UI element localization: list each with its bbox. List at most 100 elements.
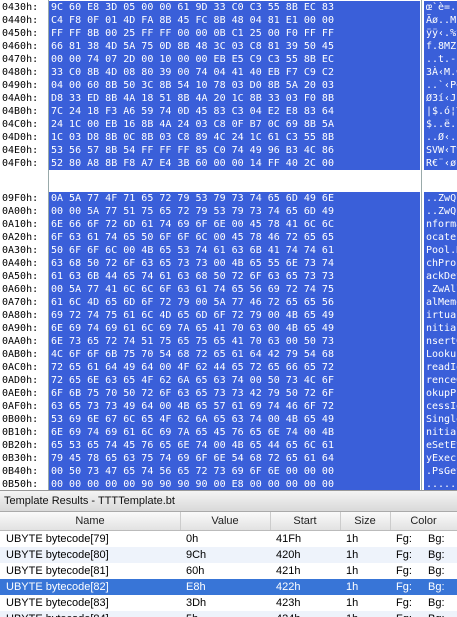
row-ascii[interactable]: ......... è.....: [424, 478, 457, 490]
hex-row[interactable]: 0A40h: 63 68 50 72 6F 63 65 73 73 00 4B 6…: [0, 257, 457, 270]
result-row[interactable]: UBYTE bytecode[82] E8h 422h 1h Fg: Bg:: [0, 579, 457, 595]
hex-row[interactable]: 0430h: 9C 60 E8 3D 05 00 00 61 9D 33 C0 C…: [0, 1, 457, 14]
row-ascii[interactable]: R€¨‹ø§ä;`...ÿ@,.: [424, 157, 457, 170]
col-header-value[interactable]: Value: [180, 512, 271, 530]
row-ascii[interactable]: cessId.KeWaitFor: [424, 400, 457, 413]
result-row[interactable]: UBYTE bytecode[81] 60h 421h 1h Fg: Bg:: [0, 563, 457, 579]
hex-row[interactable]: 0A60h: 00 5A 77 41 6C 6C 6F 63 61 74 65 5…: [0, 283, 457, 296]
row-ascii[interactable]: ..ZwQuerySystemI: [424, 205, 457, 218]
row-ascii[interactable]: nitializeApc.KeI: [424, 322, 457, 335]
row-ascii[interactable]: ÿÿ‹.%ÿÿ...Á%.ðÿÿ: [424, 27, 457, 40]
row-hex-bytes[interactable]: 52 80 A8 8B F8 A7 E4 3B 60 00 00 14 FF 4…: [49, 157, 420, 170]
col-header-size[interactable]: Size: [340, 512, 391, 530]
row-ascii[interactable]: |$.ó¦Yt.EƒÃ.âèƒd: [424, 105, 457, 118]
hex-row[interactable]: 0B10h: 6E 69 74 69 61 6C 69 7A 65 45 76 6…: [0, 426, 457, 439]
row-ascii[interactable]: renceObject.PsLo: [424, 374, 457, 387]
col-header-color[interactable]: Color: [390, 512, 457, 530]
row-hex-bytes[interactable]: 7C 24 18 F3 A6 59 74 0D 45 83 C3 04 E2 E…: [49, 105, 420, 118]
row-ascii[interactable]: .ZwAllocateVirtu: [424, 283, 457, 296]
hex-row[interactable]: 0AA0h: 6E 73 65 72 74 51 75 65 75 65 41 7…: [0, 335, 457, 348]
hex-row[interactable]: 0A50h: 61 63 6B 44 65 74 61 63 68 50 72 6…: [0, 270, 457, 283]
hex-row[interactable]: 0A90h: 6E 69 74 69 61 6C 69 7A 65 41 70 6…: [0, 322, 457, 335]
row-hex-bytes[interactable]: 24 1C 00 EB 16 8B 4A 24 03 C8 0F B7 0C 6…: [49, 118, 420, 131]
hex-row[interactable]: 0A20h: 6F 63 61 74 65 50 6F 6F 6C 00 45 7…: [0, 231, 457, 244]
hex-row[interactable]: 0460h: 66 81 38 4D 5A 75 0D 8B 48 3C 03 C…: [0, 40, 457, 53]
row-hex-bytes[interactable]: C4 F8 0F 01 4D FA 8B 45 FC 8B 48 04 81 E…: [49, 14, 420, 27]
result-row[interactable]: UBYTE bytecode[80] 9Ch 420h 1h Fg: Bg:: [0, 547, 457, 563]
hex-editor-pane[interactable]: 0430h: 9C 60 E8 3D 05 00 00 61 9D 33 C0 C…: [0, 0, 457, 490]
row-hex-bytes[interactable]: 00 00 00 00 00 90 90 90 90 00 E8 00 00 0…: [49, 478, 420, 490]
hex-row[interactable]: 04C0h: 24 1C 00 EB 16 8B 4A 24 03 C8 0F B…: [0, 118, 457, 131]
row-ascii[interactable]: ..`‹P<‹T.x.Ð‹Z .: [424, 79, 457, 92]
row-ascii[interactable]: okupProcessByPro: [424, 387, 457, 400]
hex-row[interactable]: 0A10h: 6E 66 6F 72 6D 61 74 69 6F 6E 00 4…: [0, 218, 457, 231]
row-hex-bytes[interactable]: 6E 69 74 69 61 6C 69 7A 65 45 76 65 6E 7…: [49, 426, 420, 439]
row-hex-bytes[interactable]: 63 68 50 72 6F 63 65 73 73 00 4B 65 55 6…: [49, 257, 420, 270]
col-header-name[interactable]: Name: [0, 512, 181, 530]
row-ascii[interactable]: chProcess.KeUnst: [424, 257, 457, 270]
row-ascii[interactable]: ocatePool.ExFree: [424, 231, 457, 244]
hex-row[interactable]: 0B30h: 79 45 78 65 63 75 74 69 6F 6E 54 6…: [0, 452, 457, 465]
row-hex-bytes[interactable]: 00 00 74 07 2D 00 10 00 00 EB E5 C9 C3 5…: [49, 53, 420, 66]
row-hex-bytes[interactable]: 53 69 6E 67 6C 65 4F 62 6A 65 63 74 00 4…: [49, 413, 420, 426]
hex-row[interactable]: 04A0h: D8 33 ED 8B 4A 18 51 8B 4A 20 1C 8…: [0, 92, 457, 105]
row-ascii[interactable]: readId.ObfDerefe: [424, 361, 457, 374]
row-hex-bytes[interactable]: 9C 60 E8 3D 05 00 00 61 9D 33 C0 C3 55 8…: [49, 1, 420, 14]
row-hex-bytes[interactable]: 63 65 73 73 49 64 00 4B 65 57 61 69 74 4…: [49, 400, 420, 413]
row-hex-bytes[interactable]: 79 45 78 65 63 75 74 69 6F 6E 54 68 72 6…: [49, 452, 420, 465]
hex-row[interactable]: 0AE0h: 6F 6B 75 70 50 72 6F 63 65 73 73 4…: [0, 387, 457, 400]
hex-row[interactable]: 0A00h: 00 00 5A 77 51 75 65 72 79 53 79 7…: [0, 205, 457, 218]
hex-row[interactable]: 04E0h: 53 56 57 8B 54 FF FF FF 85 C0 74 4…: [0, 144, 457, 157]
row-ascii[interactable]: œ`è=...a.3ÀÃU‹ìƒ: [424, 1, 457, 14]
row-hex-bytes[interactable]: 72 65 61 64 49 64 00 4F 62 44 65 72 65 6…: [49, 361, 420, 374]
row-ascii[interactable]: Äø..Mú‹Eü‹H..á..: [424, 14, 457, 27]
row-hex-bytes[interactable]: FF FF 8B 00 25 FF FF 00 00 0B C1 25 00 F…: [49, 27, 420, 40]
hex-row[interactable]: 09F0h: 0A 5A 77 4F 71 65 72 79 53 79 73 7…: [0, 192, 457, 205]
hex-row[interactable]: 04B0h: 7C 24 18 F3 A6 59 74 0D 45 83 C3 0…: [0, 105, 457, 118]
col-header-start[interactable]: Start: [270, 512, 341, 530]
row-hex-bytes[interactable]: 66 81 38 4D 5A 75 0D 8B 48 3C 03 C8 81 3…: [49, 40, 420, 53]
row-ascii[interactable]: 3À‹M.€9.t.A@ë÷ÉÂ: [424, 66, 457, 79]
hex-row[interactable]: 0B00h: 53 69 6E 67 6C 65 4F 62 6A 65 63 7…: [0, 413, 457, 426]
row-hex-bytes[interactable]: 00 50 73 47 65 74 56 65 72 73 69 6F 6E 0…: [49, 465, 420, 478]
row-ascii[interactable]: ..Ø‹.‹.È‰L$.aÃU‹: [424, 131, 457, 144]
hex-row[interactable]: 0470h: 00 00 74 07 2D 00 10 00 00 EB E5 C…: [0, 53, 457, 66]
row-hex-bytes[interactable]: 61 63 6B 44 65 74 61 63 68 50 72 6F 63 6…: [49, 270, 420, 283]
hex-row[interactable]: 0A30h: 50 6F 6F 6C 00 4B 65 53 74 61 63 6…: [0, 244, 457, 257]
row-ascii[interactable]: ..ZwQuerySystemI: [424, 192, 457, 205]
hex-row[interactable]: 0B40h: 00 50 73 47 65 74 56 65 72 73 69 6…: [0, 465, 457, 478]
row-hex-bytes[interactable]: 04 00 60 8B 50 3C 8B 54 10 78 03 D0 8B 5…: [49, 79, 420, 92]
row-ascii[interactable]: nitializeEvent.K: [424, 426, 457, 439]
row-hex-bytes[interactable]: 6E 69 74 69 61 6C 69 7A 65 41 70 63 00 4…: [49, 322, 420, 335]
row-hex-bytes[interactable]: 50 6F 6F 6C 00 4B 65 53 74 61 63 6B 41 7…: [49, 244, 420, 257]
row-hex-bytes[interactable]: 4C 6F 6F 6B 75 70 54 68 72 65 61 64 42 7…: [49, 348, 420, 361]
hex-row[interactable]: 0440h: C4 F8 0F 01 4D FA 8B 45 FC 8B 48 0…: [0, 14, 457, 27]
hex-row[interactable]: 0AB0h: 4C 6F 6F 6B 75 70 54 68 72 65 61 6…: [0, 348, 457, 361]
row-ascii[interactable]: ..t.-....ëåÉÃU‹ì: [424, 53, 457, 66]
row-ascii[interactable]: Ø3í‹J.Q‹J .‹3.ð‹: [424, 92, 457, 105]
hex-row[interactable]: 0480h: 33 C0 8B 4D 08 80 39 00 74 04 41 4…: [0, 66, 457, 79]
row-ascii[interactable]: yExecutionThread: [424, 452, 457, 465]
hex-row[interactable]: 0450h: FF FF 8B 00 25 FF FF 00 00 0B C1 2…: [0, 27, 457, 40]
hex-row[interactable]: 0AD0h: 72 65 6E 63 65 4F 62 6A 65 63 74 0…: [0, 374, 457, 387]
row-hex-bytes[interactable]: 65 53 65 74 45 76 65 6E 74 00 4B 65 44 6…: [49, 439, 420, 452]
row-ascii[interactable]: .PsGetVersion...: [424, 465, 457, 478]
row-hex-bytes[interactable]: 6E 73 65 72 74 51 75 65 75 65 41 70 63 0…: [49, 335, 420, 348]
row-hex-bytes[interactable]: 6E 66 6F 72 6D 61 74 69 6F 6E 00 45 78 4…: [49, 218, 420, 231]
hex-row[interactable]: 0A70h: 61 6C 4D 65 6D 6F 72 79 00 5A 77 4…: [0, 296, 457, 309]
row-hex-bytes[interactable]: 00 5A 77 41 6C 6C 6F 63 61 74 65 56 69 7…: [49, 283, 420, 296]
row-ascii[interactable]: $..ë.‹J$.È.·.i‹Z: [424, 118, 457, 131]
row-ascii[interactable]: nformation.ExAll: [424, 218, 457, 231]
row-ascii[interactable]: SVW‹Tÿÿÿ…ÀtI–³L†: [424, 144, 457, 157]
row-ascii[interactable]: SingleObject.KeI: [424, 413, 457, 426]
row-ascii[interactable]: f.8MZu.‹H<.È.9PE: [424, 40, 457, 53]
row-ascii[interactable]: eSetEvent.KeDela: [424, 439, 457, 452]
row-hex-bytes[interactable]: 53 56 57 8B 54 FF FF FF 85 C0 74 49 96 B…: [49, 144, 420, 157]
row-ascii[interactable]: Pool.KeStackAtta: [424, 244, 457, 257]
row-hex-bytes[interactable]: 0A 5A 77 4F 71 65 72 79 53 79 73 74 65 6…: [49, 192, 420, 205]
row-hex-bytes[interactable]: 61 6C 4D 65 6D 6F 72 79 00 5A 77 46 72 6…: [49, 296, 420, 309]
hex-row[interactable]: 0B50h: 00 00 00 00 00 90 90 90 90 00 E8 0…: [0, 478, 457, 490]
row-hex-bytes[interactable]: 1C 03 D8 8B 0C 8B 03 C8 89 4C 24 1C 61 C…: [49, 131, 420, 144]
result-row[interactable]: UBYTE bytecode[79] 0h 41Fh 1h Fg: Bg:: [0, 531, 457, 547]
row-ascii[interactable]: irtualMemory.KeI: [424, 309, 457, 322]
